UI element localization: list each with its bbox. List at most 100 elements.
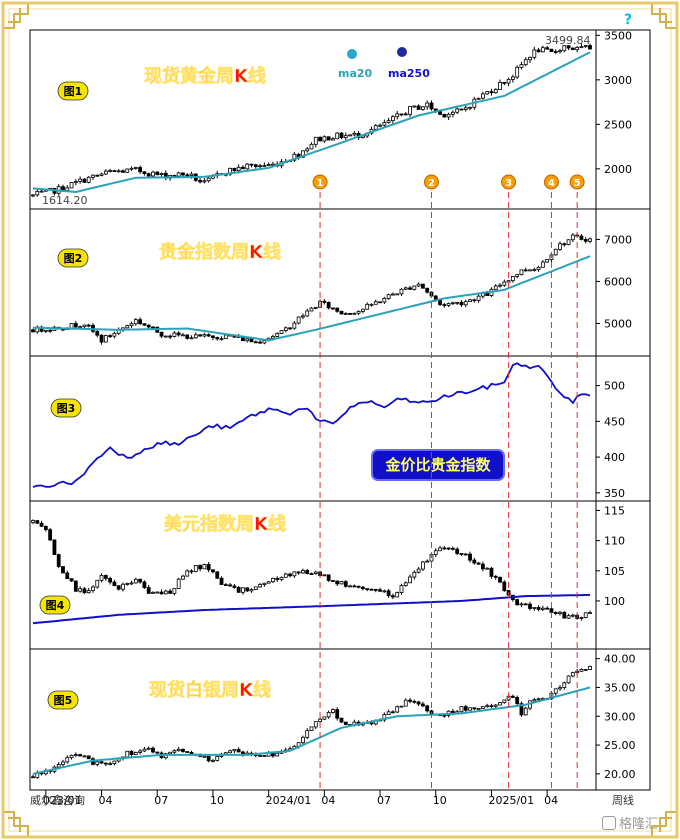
candle-body: [91, 586, 95, 591]
candle-body: [31, 776, 35, 779]
candle-body: [296, 316, 301, 324]
candle-body: [536, 266, 541, 270]
candle-body: [206, 177, 211, 182]
candle-body: [65, 187, 70, 191]
panel-title: 美元指数周K线: [164, 513, 286, 535]
candle-body: [249, 338, 254, 343]
watermark-logo-icon: [601, 816, 616, 830]
candle-body: [425, 560, 430, 563]
y-tick-label: 105: [604, 565, 625, 578]
candle-body: [99, 575, 104, 581]
candle-body: [343, 581, 348, 587]
candle-body: [159, 331, 164, 337]
candle-body: [82, 755, 87, 758]
candle-body: [99, 173, 104, 176]
y-tick-label: 7000: [604, 233, 632, 246]
candle-body: [463, 301, 468, 306]
candle-body: [583, 45, 588, 48]
candle-body: [232, 167, 237, 172]
y-tick-label: 3500: [604, 29, 632, 42]
event-marker-badge: [543, 174, 559, 190]
candle-body: [189, 173, 194, 176]
candle-body: [579, 46, 584, 49]
candle-body: [313, 721, 318, 728]
candle-body: [245, 163, 250, 170]
candle-body: [95, 330, 100, 336]
candle-body: [176, 748, 181, 752]
candle-body: [588, 612, 592, 615]
candle-body: [223, 334, 228, 340]
candle-body: [309, 726, 314, 732]
candle-body: [395, 293, 400, 296]
candle-body: [335, 307, 340, 312]
candle-body: [463, 706, 468, 711]
candle-body: [206, 564, 211, 571]
candle-body: [43, 525, 48, 531]
candle-body: [485, 567, 490, 570]
candle-body: [155, 171, 160, 175]
candle-body: [163, 590, 168, 595]
candle-body: [189, 337, 194, 340]
candle-body: [163, 335, 168, 338]
candle-body: [416, 105, 421, 110]
candle-body: [236, 166, 241, 172]
candle-body: [185, 174, 190, 177]
candle-body: [322, 716, 327, 720]
candle-body: [318, 136, 322, 142]
candle-body: [459, 706, 464, 713]
candle-body: [566, 615, 571, 619]
candle-body: [442, 714, 447, 717]
candle-body: [463, 107, 468, 110]
candle-body: [540, 47, 545, 53]
candle-body: [258, 584, 262, 588]
candle-body: [86, 176, 91, 183]
candle-body: [570, 614, 575, 617]
candle-body: [412, 105, 417, 108]
y-tick-label: 35.00: [604, 681, 636, 694]
candle-body: [245, 338, 250, 342]
candle-body: [412, 571, 417, 578]
candle-body: [399, 113, 404, 116]
candle-body: [309, 573, 314, 575]
candle-body: [78, 754, 83, 757]
candle-body: [313, 306, 318, 309]
candle-body: [510, 695, 515, 698]
candle-body: [446, 547, 451, 550]
candle-body: [82, 324, 87, 328]
panel-tag: 图1: [64, 85, 83, 98]
candle-body: [510, 76, 515, 80]
candle-body: [262, 755, 267, 757]
candle-body: [176, 578, 181, 589]
candle-body: [365, 588, 370, 590]
candle-body: [211, 759, 215, 762]
candle-body: [236, 587, 241, 593]
candle-body: [558, 50, 562, 53]
candle-body: [35, 191, 40, 196]
candle-body: [228, 584, 232, 587]
candle-body: [69, 754, 74, 759]
candle-body: [356, 311, 361, 314]
candle-body: [112, 332, 117, 337]
candle-body: [103, 335, 108, 343]
candle-body: [579, 617, 584, 619]
candle-body: [275, 578, 280, 580]
candle-body: [335, 580, 340, 585]
candle-body: [553, 688, 558, 694]
candle-body: [318, 718, 322, 723]
y-tick-label: 400: [604, 451, 625, 464]
candle-body: [373, 588, 378, 591]
candle-body: [519, 64, 524, 68]
ma20-legend-icon: [347, 49, 357, 59]
event-marker-label: 1: [317, 178, 324, 189]
candle-body: [99, 761, 104, 764]
candle-body: [129, 323, 134, 327]
candle-body: [335, 132, 340, 140]
candle-body: [78, 588, 83, 592]
candle-body: [202, 755, 207, 758]
candle-body: [455, 108, 460, 113]
candle-body: [232, 749, 237, 752]
candle-body: [459, 301, 464, 306]
candle-body: [86, 590, 91, 594]
candle-body: [540, 607, 545, 610]
